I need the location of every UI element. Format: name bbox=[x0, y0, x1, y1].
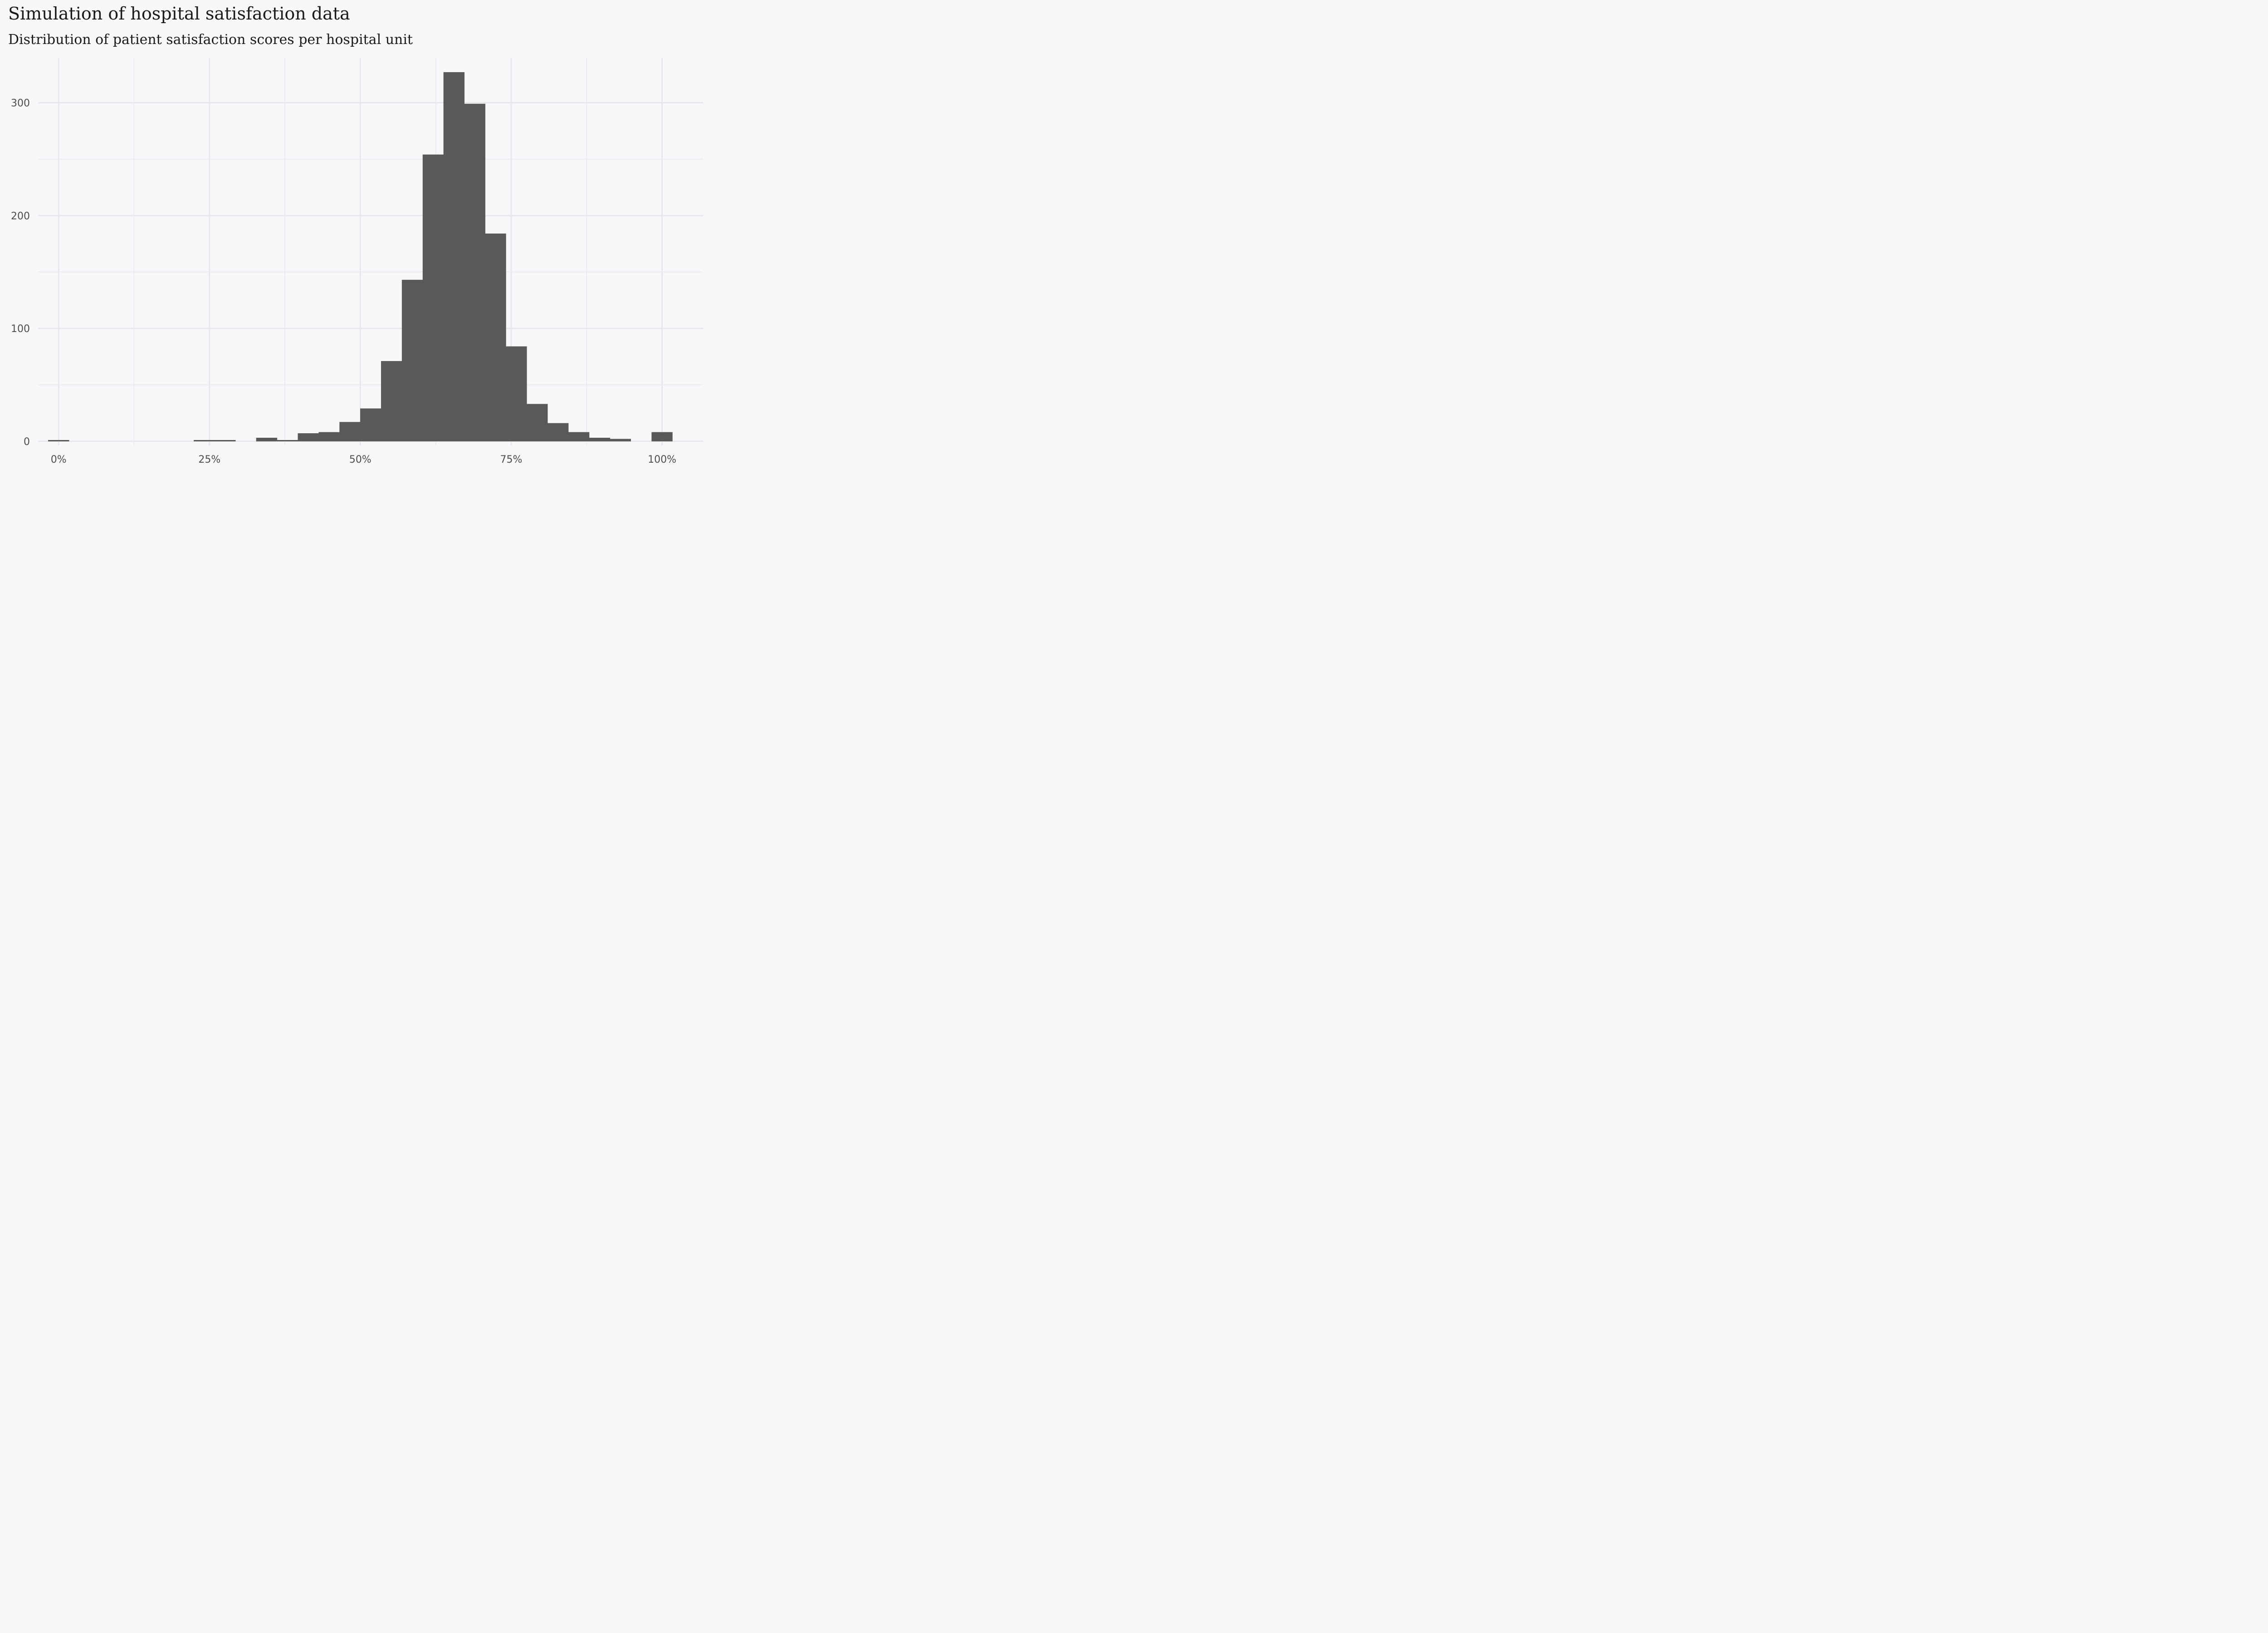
histogram-bar bbox=[422, 154, 444, 442]
histogram-bar bbox=[589, 438, 611, 442]
x-tick-label: 100% bbox=[648, 454, 676, 465]
histogram-bar bbox=[360, 408, 381, 442]
histogram-bar bbox=[256, 438, 278, 442]
histogram-bar bbox=[318, 432, 340, 442]
y-tick-label: 200 bbox=[11, 210, 30, 222]
histogram-bar bbox=[401, 279, 423, 442]
chart-title: Simulation of hospital satisfaction data bbox=[8, 4, 350, 24]
y-tick-label: 100 bbox=[11, 323, 30, 335]
x-axis-tick-labels: 0% 25% 50% 75% 100% bbox=[51, 454, 676, 465]
histogram-bar bbox=[298, 433, 319, 442]
histogram-bar bbox=[48, 440, 69, 442]
x-tick-label: 50% bbox=[349, 454, 371, 465]
major-gridlines bbox=[38, 58, 703, 445]
histogram-bar bbox=[277, 440, 298, 442]
x-tick-label: 0% bbox=[51, 454, 67, 465]
histogram-bar bbox=[568, 432, 590, 442]
histogram-bar bbox=[610, 439, 631, 442]
minor-gridlines bbox=[38, 58, 703, 445]
histogram-bar bbox=[194, 440, 215, 442]
chart-subtitle: Distribution of patient satisfaction sco… bbox=[8, 32, 413, 48]
x-tick-label: 25% bbox=[198, 454, 220, 465]
histogram-bar bbox=[527, 404, 548, 442]
histogram-bar bbox=[651, 432, 673, 442]
histogram-bar bbox=[547, 423, 569, 442]
histogram-bar bbox=[464, 103, 485, 442]
histogram-bar bbox=[215, 440, 236, 442]
histogram-bar bbox=[506, 346, 527, 442]
histogram-bar bbox=[339, 422, 361, 442]
histogram-plot: 0 100 200 300 0% 25% 50% 75% 100% bbox=[11, 58, 703, 465]
histogram-bar bbox=[485, 233, 506, 442]
y-tick-label: 300 bbox=[11, 98, 30, 109]
x-tick-label: 75% bbox=[500, 454, 523, 465]
histogram-bar bbox=[381, 361, 402, 442]
histogram-bars bbox=[48, 72, 673, 442]
y-axis-tick-labels: 0 100 200 300 bbox=[11, 98, 30, 448]
histogram-bar bbox=[443, 72, 465, 442]
y-tick-label: 0 bbox=[24, 436, 30, 448]
